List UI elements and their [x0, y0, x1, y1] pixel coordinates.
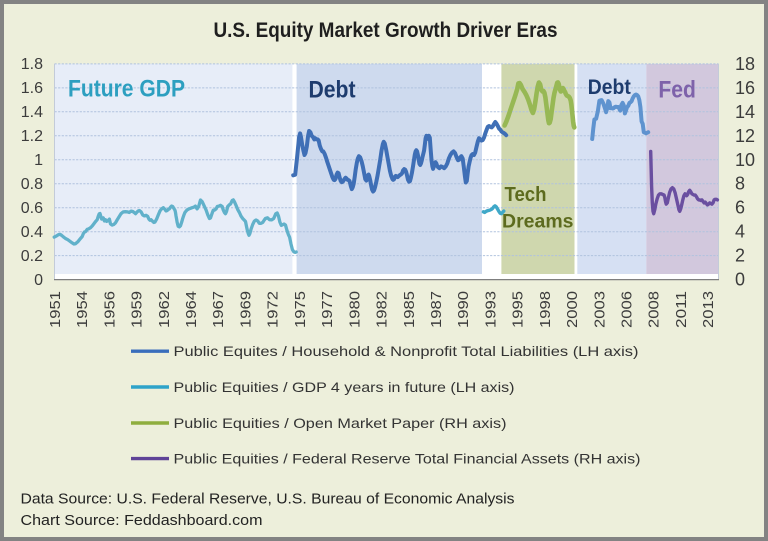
svg-text:Data Source: U.S. Federal Rese: Data Source: U.S. Federal Reserve, U.S. … — [21, 491, 515, 508]
svg-text:0: 0 — [735, 270, 745, 290]
svg-text:1977: 1977 — [319, 291, 336, 328]
svg-text:2: 2 — [735, 246, 745, 266]
svg-text:14: 14 — [735, 102, 755, 122]
svg-text:16: 16 — [735, 78, 755, 98]
svg-text:1962: 1962 — [156, 291, 173, 328]
svg-text:1975: 1975 — [292, 291, 309, 328]
svg-text:1993: 1993 — [482, 291, 499, 328]
svg-text:Tech: Tech — [505, 184, 547, 206]
svg-text:12: 12 — [735, 126, 755, 146]
svg-text:1990: 1990 — [455, 291, 472, 328]
svg-text:1959: 1959 — [129, 291, 146, 328]
svg-text:0.8: 0.8 — [21, 176, 43, 193]
svg-text:0.4: 0.4 — [21, 224, 43, 241]
svg-text:Future GDP: Future GDP — [68, 76, 185, 103]
svg-text:2008: 2008 — [646, 291, 663, 328]
svg-text:U.S. Equity Market Growth Driv: U.S. Equity Market Growth Driver Eras — [214, 18, 558, 42]
svg-text:Fed: Fed — [658, 77, 696, 104]
svg-text:1982: 1982 — [374, 291, 391, 328]
svg-text:1985: 1985 — [401, 291, 418, 328]
svg-text:4: 4 — [735, 222, 745, 242]
svg-text:1.6: 1.6 — [21, 80, 43, 97]
svg-text:0: 0 — [34, 272, 43, 289]
svg-text:Public Equities / GDP 4 years: Public Equities / GDP 4 years in future … — [174, 380, 515, 395]
svg-text:1998: 1998 — [537, 291, 554, 328]
svg-text:0.2: 0.2 — [21, 248, 43, 265]
svg-text:0.6: 0.6 — [21, 200, 43, 217]
svg-text:1980: 1980 — [346, 291, 363, 328]
svg-text:1964: 1964 — [183, 291, 200, 328]
svg-text:2006: 2006 — [619, 291, 636, 328]
svg-text:2003: 2003 — [591, 291, 608, 328]
svg-text:Debt: Debt — [588, 76, 631, 99]
svg-text:1987: 1987 — [428, 291, 445, 328]
svg-text:2013: 2013 — [700, 291, 717, 328]
svg-text:Dreams: Dreams — [502, 212, 574, 233]
svg-text:1951: 1951 — [47, 291, 64, 328]
svg-text:1956: 1956 — [101, 291, 118, 328]
svg-text:1.4: 1.4 — [21, 104, 43, 121]
svg-text:8: 8 — [735, 174, 745, 194]
svg-text:1969: 1969 — [237, 291, 254, 328]
svg-text:1995: 1995 — [510, 291, 527, 328]
svg-text:18: 18 — [735, 54, 755, 74]
svg-text:Public Equities / Federal Rese: Public Equities / Federal Reserve Total … — [174, 452, 641, 467]
svg-text:1.8: 1.8 — [21, 56, 43, 73]
svg-text:2011: 2011 — [673, 291, 690, 328]
svg-text:Public Equities / Open Market: Public Equities / Open Market Paper (RH … — [174, 416, 507, 431]
svg-text:Chart Source: Feddashboard.com: Chart Source: Feddashboard.com — [21, 512, 263, 529]
svg-text:1954: 1954 — [74, 291, 91, 328]
svg-text:2000: 2000 — [564, 291, 581, 328]
svg-text:1: 1 — [34, 152, 43, 169]
svg-text:1972: 1972 — [265, 291, 282, 328]
svg-text:1.2: 1.2 — [21, 128, 43, 145]
svg-text:10: 10 — [735, 150, 755, 170]
svg-text:Public Equites / Household & N: Public Equites / Household & Nonprofit T… — [174, 344, 639, 359]
svg-text:1967: 1967 — [210, 291, 227, 328]
svg-text:Debt: Debt — [309, 77, 356, 104]
svg-text:6: 6 — [735, 198, 745, 218]
